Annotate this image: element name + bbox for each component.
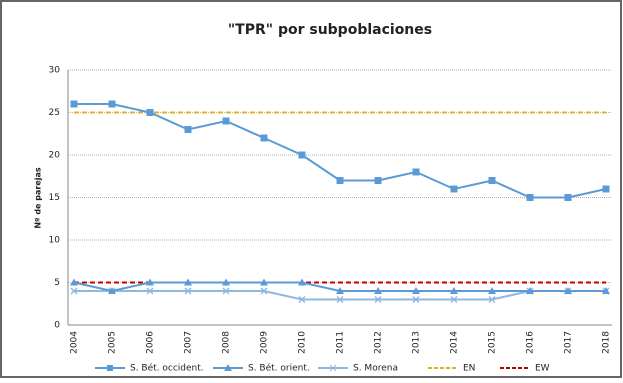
marker [450,287,458,294]
marker [564,194,572,201]
x-tick-label: 2009 [260,331,270,354]
marker [374,177,382,184]
marker [70,287,78,295]
marker [146,287,154,295]
marker [450,295,458,304]
legend-item: EW [500,364,550,374]
marker [108,100,116,108]
marker [526,194,534,201]
marker [336,295,344,304]
marker [298,151,306,159]
marker [298,295,306,304]
legend-item: S. Bét. orient. [213,363,310,374]
x-tick-label: 2013 [412,331,422,354]
marker [564,287,572,294]
y-tick-label: 30 [49,66,61,76]
y-tick-label: 0 [54,321,60,331]
marker [526,287,534,294]
y-tick-label: 10 [49,236,61,246]
y-tick-label: 5 [54,278,60,288]
x-tick-label: 2005 [108,331,118,354]
marker [488,295,496,304]
legend-label: S. Bét. occident. [130,363,204,374]
marker [222,287,230,295]
marker [298,278,306,286]
marker [602,287,610,294]
x-tick-label: 2018 [602,331,612,354]
marker [412,287,420,294]
marker [184,278,192,286]
y-tick-label: 15 [49,193,60,203]
y-tick-label: 20 [49,151,61,161]
marker [374,295,382,304]
y-tick-label: 25 [49,108,60,118]
x-tick-label: 2017 [564,331,574,354]
legend-item: S. Morena [318,364,398,374]
legend-item: S. Bét. occident. [95,363,204,374]
x-tick-label: 2014 [450,331,460,354]
x-tick-label: 2015 [488,331,498,354]
marker [108,287,116,294]
marker [70,100,78,108]
marker [488,177,496,184]
marker [488,287,496,294]
marker [336,287,344,294]
x-tick-label: 2007 [184,331,194,354]
marker [412,168,420,176]
legend-label: S. Bét. orient. [248,363,310,374]
legend-marker [329,364,337,372]
legend-item: EN [428,364,475,374]
marker [70,278,78,286]
marker [412,295,420,304]
marker [260,278,268,286]
x-tick-label: 2016 [526,331,536,354]
x-tick-label: 2008 [222,331,232,354]
legend-label: EN [463,364,475,374]
y-axis-title: Nº de parejas [34,167,43,229]
x-tick-label: 2004 [70,331,80,354]
x-tick-label: 2011 [336,331,346,354]
marker [184,287,192,295]
marker [146,109,154,116]
x-tick-label: 2012 [374,331,384,354]
legend-label: S. Morena [353,364,398,374]
marker [146,278,154,286]
legend-marker [107,365,113,371]
marker [336,177,344,184]
x-tick-label: 2006 [146,331,156,354]
marker [184,126,192,133]
marker [260,287,268,295]
marker [260,134,268,142]
marker [374,287,382,294]
chart-title: "TPR" por subpoblaciones [228,22,432,38]
x-tick-label: 2010 [298,331,308,354]
marker [602,185,610,193]
marker [450,185,458,193]
marker [222,278,230,286]
legend-label: EW [535,364,550,374]
legend-marker [224,364,232,371]
marker [222,117,230,125]
